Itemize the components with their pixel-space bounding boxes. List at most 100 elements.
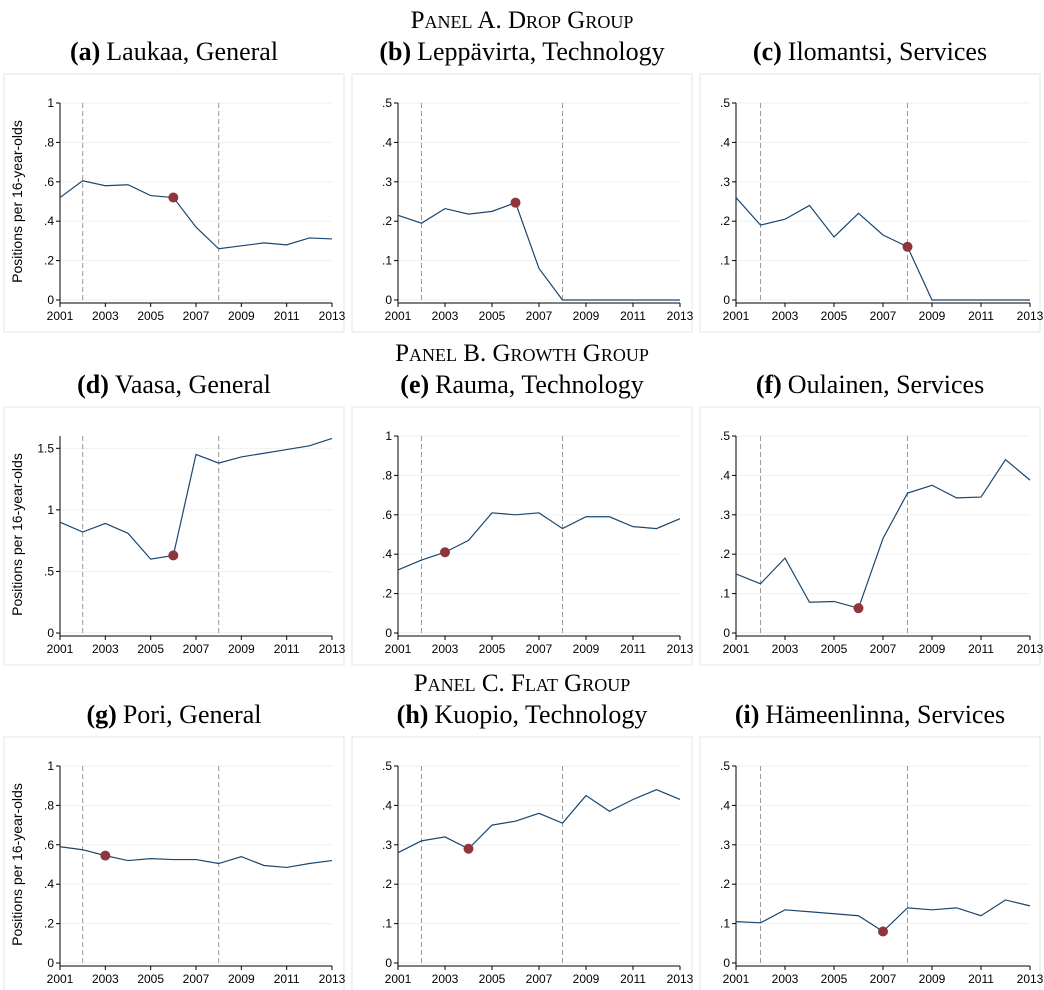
- chart-title-text: Rauma, Technology: [435, 370, 644, 399]
- highlight-point: [168, 192, 179, 203]
- chart-frame: [699, 406, 1041, 666]
- x-tick-label: 2003: [432, 972, 459, 986]
- chart-label: (g): [87, 700, 117, 729]
- x-tick-label: 2003: [92, 972, 119, 986]
- series-line: [59, 437, 333, 560]
- x-tick-label: 2003: [92, 642, 119, 656]
- y-tick-label: .8: [44, 135, 54, 149]
- y-axis-label: Positions per 16-year-olds: [9, 783, 25, 946]
- x-tick-label: 2013: [319, 642, 346, 656]
- x-tick-label: 2007: [526, 642, 553, 656]
- chart-label: (e): [400, 370, 429, 399]
- y-tick-label: .2: [44, 254, 54, 268]
- panel-heading: Panel B. Growth Group: [395, 340, 649, 367]
- x-tick-label: 2009: [573, 309, 600, 323]
- x-tick-label: 2005: [137, 309, 164, 323]
- chart-title-text: Kuopio, Technology: [434, 700, 647, 729]
- chart-frame: [3, 73, 345, 333]
- y-tick-label: 0: [47, 956, 54, 970]
- highlight-point: [168, 550, 179, 561]
- y-tick-label: .4: [382, 135, 392, 149]
- y-tick-label: 0: [47, 293, 54, 307]
- y-tick-label: .2: [720, 877, 730, 891]
- x-tick-label: 2009: [228, 642, 255, 656]
- x-tick-label: 2001: [47, 972, 74, 986]
- x-tick-label: 2013: [667, 642, 694, 656]
- y-tick-label: .2: [44, 917, 54, 931]
- x-tick-label: 2011: [968, 642, 994, 656]
- x-tick-label: 2001: [47, 642, 74, 656]
- y-tick-label: 0: [385, 956, 392, 970]
- chart-label: (i): [735, 700, 760, 729]
- y-tick-label: .3: [382, 175, 392, 189]
- x-tick-label: 2009: [919, 309, 946, 323]
- y-tick-label: 1: [47, 503, 54, 517]
- x-tick-label: 2001: [723, 642, 750, 656]
- chart-frame: [699, 73, 1041, 333]
- x-tick-label: 2005: [479, 642, 506, 656]
- x-tick-label: 2007: [183, 642, 210, 656]
- y-tick-label: 0: [723, 626, 730, 640]
- x-tick-label: 2003: [772, 972, 799, 986]
- chart-frame: [351, 736, 693, 990]
- x-tick-label: 2007: [183, 309, 210, 323]
- x-tick-label: 2007: [870, 972, 897, 986]
- y-tick-label: .5: [44, 564, 54, 578]
- x-tick-label: 2009: [919, 972, 946, 986]
- x-tick-label: 2005: [137, 642, 164, 656]
- x-tick-label: 2009: [573, 642, 600, 656]
- chart-frame: [351, 406, 693, 666]
- y-tick-label: .2: [382, 214, 392, 228]
- chart-title-text: Ilomantsi, Services: [788, 37, 987, 66]
- x-tick-label: 2005: [821, 642, 848, 656]
- x-tick-label: 2013: [319, 972, 346, 986]
- y-tick-label: .3: [720, 508, 730, 522]
- y-tick-label: .4: [44, 877, 54, 891]
- chart-title-text: Laukaa, General: [106, 37, 278, 66]
- y-tick-label: .5: [720, 96, 730, 110]
- x-tick-label: 2001: [385, 309, 412, 323]
- y-axis-label: Positions per 16-year-olds: [9, 453, 25, 616]
- highlight-point: [853, 603, 864, 614]
- x-tick-label: 2005: [821, 972, 848, 986]
- y-tick-label: .1: [720, 917, 730, 931]
- x-tick-label: 2001: [723, 972, 750, 986]
- x-tick-label: 2003: [772, 642, 799, 656]
- x-tick-label: 2003: [432, 309, 459, 323]
- y-tick-label: 1: [385, 429, 392, 443]
- y-tick-label: 0: [385, 626, 392, 640]
- y-tick-label: .6: [382, 508, 392, 522]
- x-tick-label: 2011: [620, 972, 646, 986]
- series-line: [397, 201, 680, 301]
- x-tick-label: 2001: [47, 309, 74, 323]
- chart-title-text: Vaasa, General: [115, 370, 271, 399]
- y-tick-label: 0: [385, 293, 392, 307]
- chart-frame: [351, 73, 693, 333]
- highlight-point: [902, 241, 913, 252]
- x-tick-label: 2011: [968, 972, 994, 986]
- chart-title: (b) Leppävirta, Technology: [379, 37, 664, 66]
- chart-title: (h) Kuopio, Technology: [397, 700, 648, 729]
- chart-label: (f): [756, 370, 782, 399]
- y-tick-label: .1: [382, 254, 392, 268]
- y-tick-label: .4: [720, 798, 730, 812]
- series-line: [735, 458, 1031, 609]
- y-tick-label: .4: [720, 135, 730, 149]
- series-line: [735, 197, 1030, 301]
- x-tick-label: 2011: [620, 309, 646, 323]
- y-tick-label: .3: [720, 838, 730, 852]
- chart-title: (f) Oulainen, Services: [756, 370, 984, 399]
- chart-label: (c): [753, 37, 782, 66]
- y-tick-label: .4: [382, 798, 392, 812]
- x-tick-label: 2009: [228, 309, 255, 323]
- chart-label: (b): [379, 37, 411, 66]
- y-tick-label: 1: [47, 96, 54, 110]
- y-tick-label: .8: [44, 798, 54, 812]
- x-tick-label: 2013: [319, 309, 346, 323]
- y-tick-label: .1: [720, 254, 730, 268]
- x-tick-label: 2007: [870, 309, 897, 323]
- y-tick-label: 0: [723, 293, 730, 307]
- y-tick-label: .2: [382, 587, 392, 601]
- y-tick-label: .1: [382, 917, 392, 931]
- y-tick-label: .6: [44, 838, 54, 852]
